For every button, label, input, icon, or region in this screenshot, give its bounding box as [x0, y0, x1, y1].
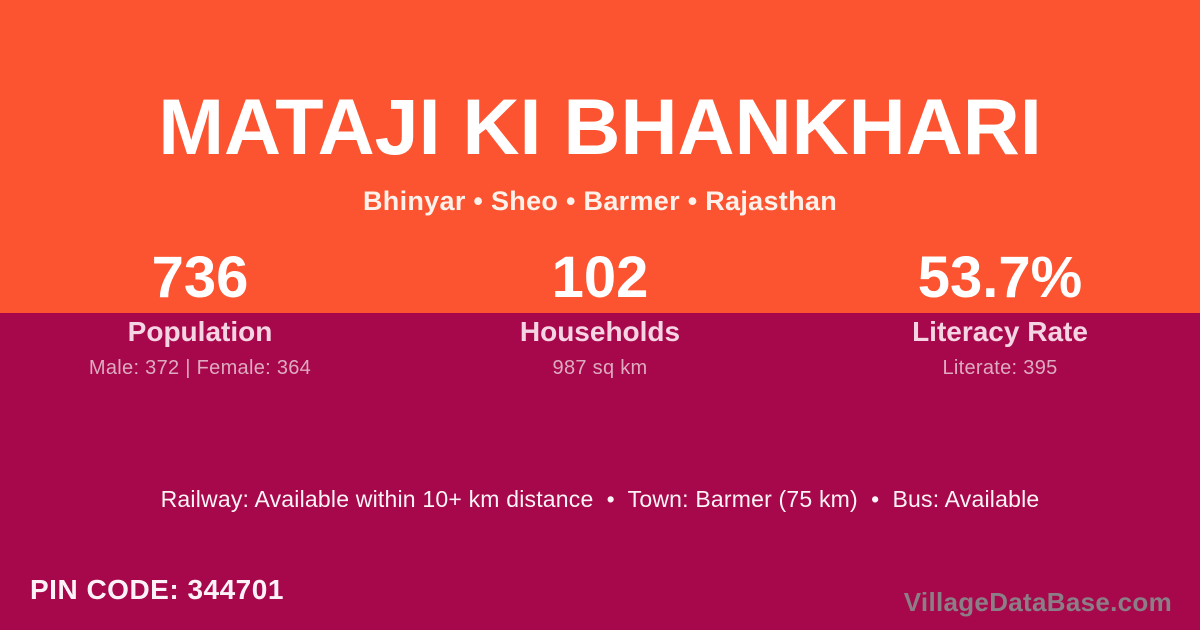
stat-literate-detail: Literate: 395: [942, 357, 1058, 379]
stats-details-row: Male: 372 | Female: 364 987 sq km Litera…: [0, 348, 1200, 380]
stat-area-detail: 987 sq km: [552, 357, 648, 379]
pin-code-text: PIN CODE: 344701: [30, 574, 284, 605]
stat-households-label: Households: [519, 316, 681, 347]
location-breadcrumb: Bhinyar • Sheo • Barmer • Rajasthan: [363, 186, 837, 216]
stat-households-value: 102: [551, 245, 649, 310]
village-name-title: MATAJI KI BHANKHARI: [158, 82, 1042, 171]
stat-population-detail: Male: 372 | Female: 364: [88, 357, 312, 379]
transport-info-line: Railway: Available within 10+ km distanc…: [160, 486, 1040, 512]
stat-population-value: 736: [151, 245, 249, 310]
stat-population-label: Population: [127, 316, 273, 347]
details-crimson-section: Population Households Literacy Rate Male…: [0, 313, 1200, 630]
stat-literacy-rate-label: Literacy Rate: [912, 316, 1088, 347]
stat-literacy-rate-value: 53.7%: [917, 245, 1083, 310]
header-orange-section: MATAJI KI BHANKHARI Bhinyar • Sheo • Bar…: [0, 0, 1200, 313]
stats-labels-row: Population Households Literacy Rate: [0, 313, 1200, 348]
stats-values-row: 736 102 53.7%: [0, 217, 1200, 307]
brand-watermark: VillageDataBase.com: [903, 587, 1172, 617]
